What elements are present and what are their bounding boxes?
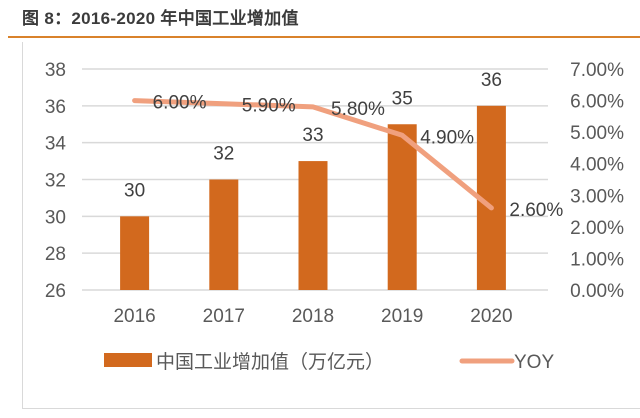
line-data-labels: 6.00% 5.90% 5.80% 4.90% 2.60% bbox=[153, 93, 564, 221]
legend: 中国工业增加值（万亿元） YOY bbox=[104, 351, 554, 373]
right-axis-ticks: 0.00% 1.00% 2.00% 3.00% 4.00% 5.00% 6.00% 7.00% bbox=[570, 60, 624, 302]
left-axis-tick-label: 26 bbox=[45, 281, 66, 302]
left-axis-tick-label: 34 bbox=[45, 134, 67, 155]
right-axis-tick-label: 5.00% bbox=[570, 123, 624, 144]
line-data-label: 5.90% bbox=[242, 96, 296, 117]
chart-frame bbox=[22, 42, 640, 409]
x-axis-tick-label: 2020 bbox=[470, 306, 512, 327]
right-axis-tick-label: 1.00% bbox=[570, 249, 624, 270]
right-axis-tick-label: 0.00% bbox=[570, 281, 624, 302]
title-divider bbox=[8, 36, 640, 38]
yoy-line-series bbox=[132, 98, 494, 211]
legend-label-yoy: YOY bbox=[514, 352, 554, 373]
x-axis-ticks: 2016 2017 2018 2019 2020 bbox=[113, 306, 512, 327]
bar-2017 bbox=[209, 179, 239, 290]
left-axis-tick-label: 36 bbox=[45, 97, 66, 118]
right-axis-tick-label: 4.00% bbox=[570, 155, 624, 176]
left-axis-tick-label: 32 bbox=[45, 171, 66, 192]
chart-title: 图 8：2016-2020 年中国工业增加值 bbox=[22, 9, 299, 28]
line-data-label: 6.00% bbox=[153, 93, 207, 114]
left-axis-tick-label: 38 bbox=[45, 60, 66, 81]
x-axis-tick-label: 2019 bbox=[381, 306, 423, 327]
right-axis-tick-label: 7.00% bbox=[570, 60, 624, 81]
line-data-label: 4.90% bbox=[420, 127, 474, 148]
bar-2016 bbox=[120, 216, 150, 290]
bar-data-labels: 30 32 33 35 36 bbox=[124, 70, 502, 201]
bar-2019 bbox=[387, 124, 417, 290]
right-axis-tick-label: 3.00% bbox=[570, 186, 624, 207]
x-axis-tick-label: 2016 bbox=[113, 306, 155, 327]
line-data-label: 5.80% bbox=[331, 99, 385, 120]
left-axis-ticks: 26 28 30 32 34 36 38 bbox=[45, 60, 67, 302]
bar-data-label: 35 bbox=[392, 88, 413, 109]
bar-data-label: 33 bbox=[302, 125, 323, 146]
legend-label-bar: 中国工业增加值（万亿元） bbox=[156, 351, 384, 373]
legend-swatch-bar bbox=[104, 353, 152, 367]
x-axis-tick-label: 2018 bbox=[292, 306, 334, 327]
bars bbox=[120, 105, 506, 290]
bar-data-label: 30 bbox=[124, 180, 145, 201]
bar-2018 bbox=[298, 161, 328, 290]
line-data-label: 2.60% bbox=[509, 200, 563, 221]
x-axis-tick-label: 2017 bbox=[203, 306, 245, 327]
right-axis-tick-label: 2.00% bbox=[570, 218, 624, 239]
bar-data-label: 36 bbox=[481, 70, 502, 91]
bar-data-label: 32 bbox=[213, 144, 234, 165]
right-axis-tick-label: 6.00% bbox=[570, 92, 624, 113]
left-axis-tick-label: 30 bbox=[45, 207, 66, 228]
left-axis-tick-label: 28 bbox=[45, 244, 66, 265]
